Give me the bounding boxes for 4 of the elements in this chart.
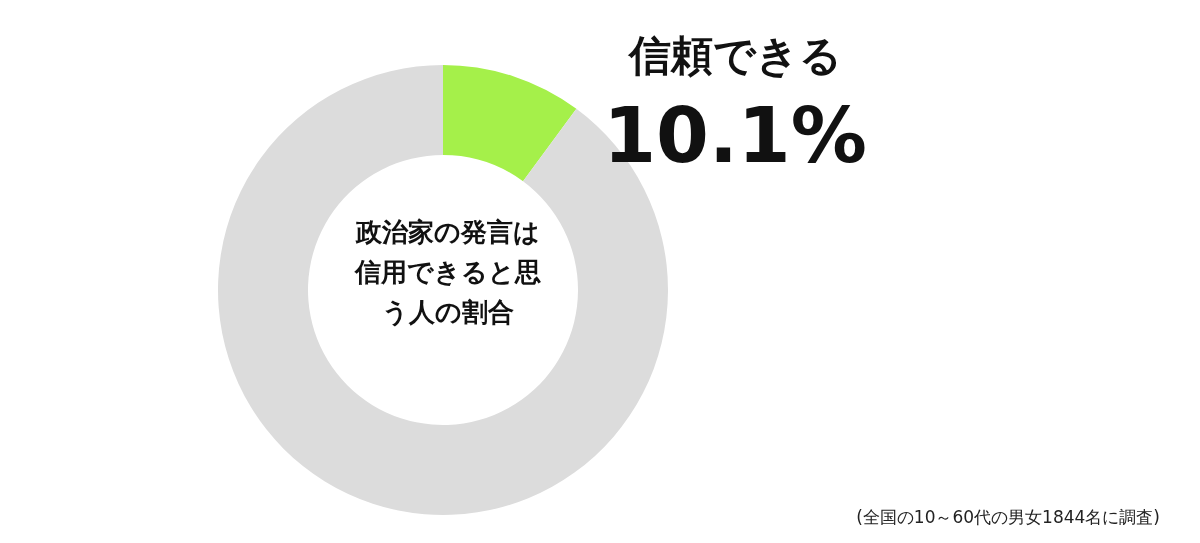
text: 政治家の発言は信用できると思う人の割合 — [354, 216, 541, 327]
slice-label: 信頼できる — [626, 30, 842, 80]
text: (全国の10～60代の男女1844名に調査) — [856, 506, 1160, 527]
data-label: 10.1% — [603, 90, 867, 180]
